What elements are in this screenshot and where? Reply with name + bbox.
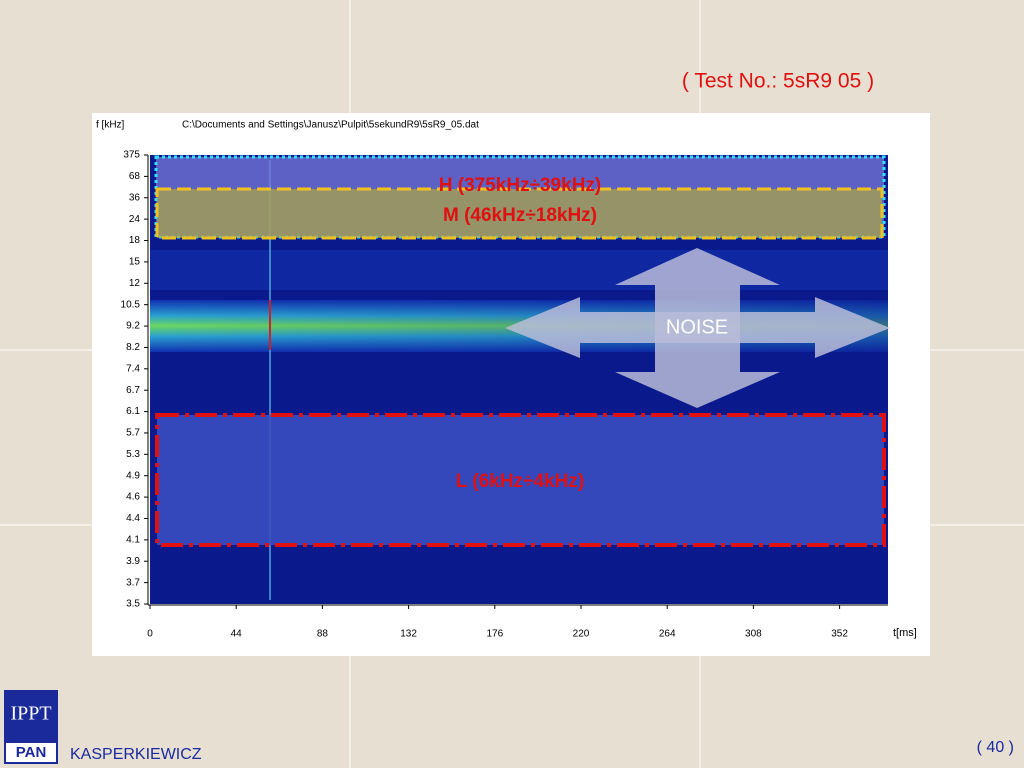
y-tick-label: 3.9 [126, 556, 140, 567]
y-axis-label: f [kHz] [96, 120, 125, 131]
x-tick-label: 0 [147, 629, 153, 640]
y-tick-label: 68 [129, 171, 141, 182]
noise-arrows [505, 248, 890, 408]
y-tick-label: 375 [123, 150, 140, 161]
y-tick-label: 4.9 [126, 470, 140, 481]
m-band-label: M (46kHz÷18kHz) [443, 205, 597, 226]
y-tick-label: 12 [129, 278, 141, 289]
y-tick-label: 6.1 [126, 406, 140, 417]
noise-label: NOISE [666, 316, 728, 338]
slide-title: ( Test No.: 5sR9 05 ) [682, 70, 874, 93]
x-tick-label: 88 [317, 629, 329, 640]
y-tick-label: 8.2 [126, 342, 140, 353]
l-band-label: L (6kHz÷4kHz) [456, 471, 584, 492]
x-axis-label: t[ms] [893, 627, 917, 639]
x-tick-label: 308 [745, 629, 762, 640]
h-band-label: H (375kHz÷39kHz) [439, 175, 602, 196]
y-tick-label: 5.3 [126, 449, 140, 460]
y-tick-label: 4.1 [126, 534, 140, 545]
y-tick-label: 15 [129, 257, 141, 268]
author: KASPERKIEWICZ [70, 746, 202, 763]
logo: IPPT PAN [4, 690, 58, 764]
y-tick-label: 4.6 [126, 492, 140, 503]
y-tick-label: 7.4 [126, 363, 140, 374]
x-tick-label: 44 [231, 629, 243, 640]
y-tick-label: 5.7 [126, 428, 140, 439]
y-tick-label: 3.5 [126, 599, 140, 610]
logo-top: IPPT [10, 703, 51, 725]
y-tick-label: 24 [129, 214, 141, 225]
x-tick-label: 264 [659, 629, 676, 640]
x-tick-label: 352 [831, 629, 848, 640]
page-number: ( 40 ) [977, 739, 1014, 756]
y-tick-label: 10.5 [121, 299, 141, 310]
y-tick-label: 36 [129, 192, 141, 203]
y-tick-label: 4.4 [126, 513, 140, 524]
m-band-box [155, 187, 884, 240]
y-tick-label: 6.7 [126, 385, 140, 396]
l-band-box [155, 413, 886, 547]
x-tick-label: 132 [400, 629, 417, 640]
y-tick-label: 9.2 [126, 321, 140, 332]
y-tick-label: 3.7 [126, 577, 140, 588]
x-tick-label: 176 [486, 629, 503, 640]
y-tick-label: 18 [129, 235, 141, 246]
x-tick-label: 220 [573, 629, 590, 640]
logo-bottom: PAN [16, 744, 47, 761]
file-path: C:\Documents and Settings\Janusz\Pulpit\… [182, 120, 479, 131]
